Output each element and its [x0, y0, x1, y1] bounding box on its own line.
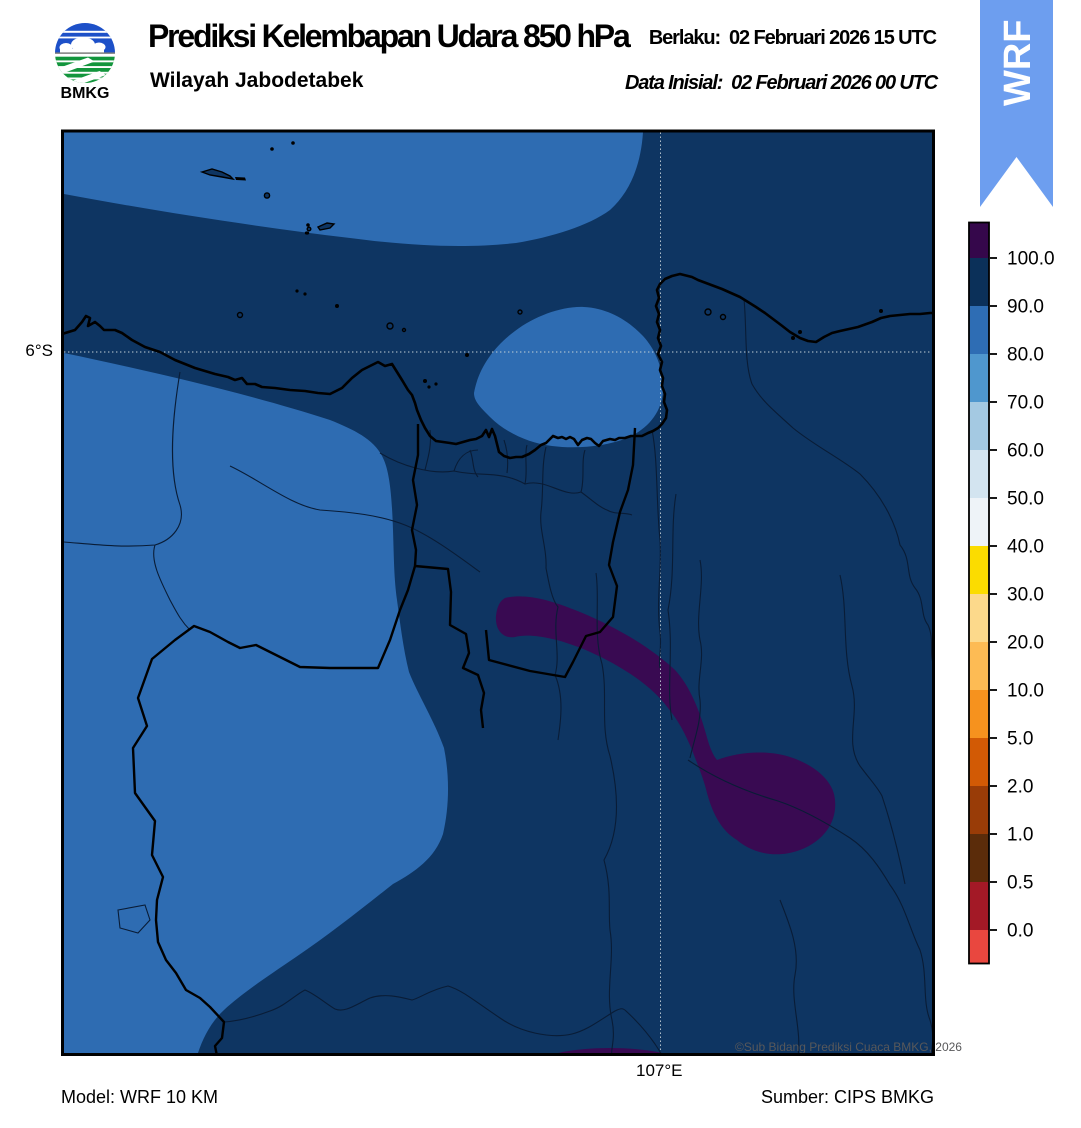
svg-text:30.0: 30.0 [1007, 585, 1044, 606]
svg-text:0.5: 0.5 [1007, 873, 1033, 894]
svg-text:50.0: 50.0 [1007, 489, 1044, 510]
svg-text:2.0: 2.0 [1007, 777, 1033, 798]
svg-text:5.0: 5.0 [1007, 729, 1033, 750]
svg-text:©Sub Bidang Prediksi Cuaca BMK: ©Sub Bidang Prediksi Cuaca BMKG, 2026 [735, 1040, 962, 1054]
svg-text:0.0: 0.0 [1007, 921, 1033, 942]
svg-text:10.0: 10.0 [1007, 681, 1044, 702]
svg-text:100.0: 100.0 [1007, 249, 1055, 270]
svg-text:40.0: 40.0 [1007, 537, 1044, 558]
svg-text:1.0: 1.0 [1007, 825, 1033, 846]
svg-text:WRF: WRF [997, 19, 1039, 106]
svg-text:60.0: 60.0 [1007, 441, 1044, 462]
svg-text:90.0: 90.0 [1007, 297, 1044, 318]
svg-text:20.0: 20.0 [1007, 633, 1044, 654]
svg-text:80.0: 80.0 [1007, 345, 1044, 366]
svg-text:70.0: 70.0 [1007, 393, 1044, 414]
